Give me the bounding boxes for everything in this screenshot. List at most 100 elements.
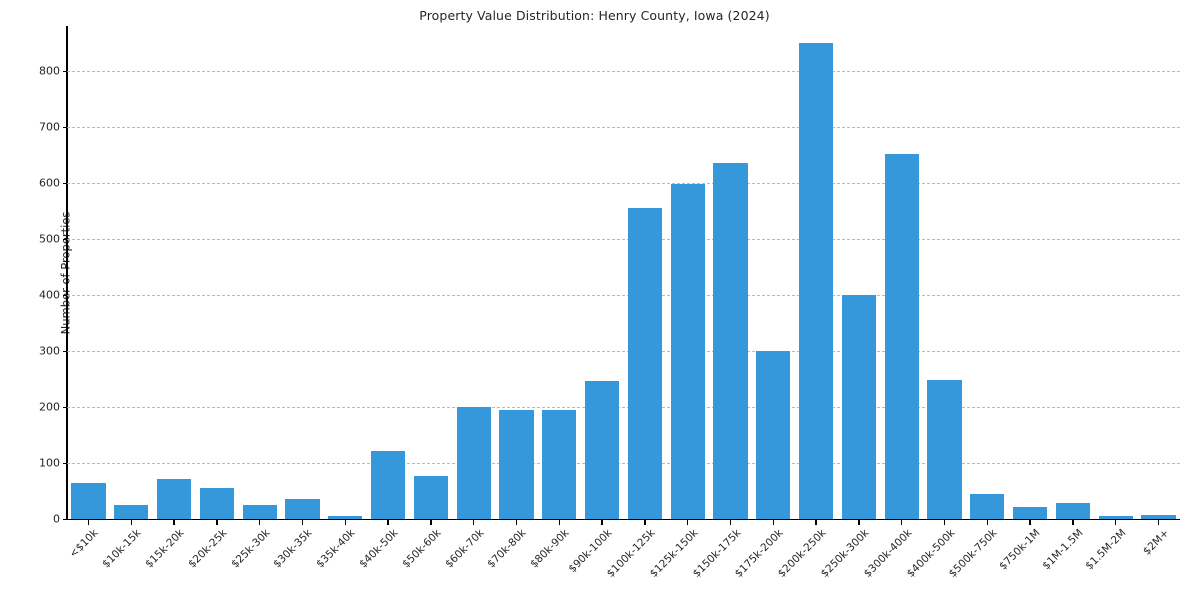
bar[interactable]: [156, 478, 192, 519]
bar[interactable]: [285, 498, 320, 519]
y-axis-tick-mark: [62, 70, 67, 73]
bar[interactable]: [713, 162, 748, 519]
x-axis-tick-label: $50k-60k: [399, 527, 444, 571]
bar[interactable]: [1055, 502, 1091, 519]
x-axis-tick-mark: [729, 520, 732, 525]
y-axis-tick-label: 0: [53, 512, 60, 526]
x-axis-tick-mark: [430, 520, 432, 525]
x-axis-tick-mark: [130, 520, 132, 525]
y-axis-tick-label: 300: [39, 344, 60, 358]
x-axis-tick-label: <$10k: [67, 527, 101, 561]
bar[interactable]: [328, 516, 363, 519]
y-axis-tick-mark: [62, 182, 67, 185]
bar[interactable]: [71, 482, 106, 519]
x-axis-tick-mark: [644, 520, 646, 525]
x-axis-tick-label: $35k-40k: [314, 527, 358, 571]
bar[interactable]: [927, 380, 962, 519]
x-axis-tick-label: $1.5M-2M: [1083, 527, 1129, 573]
x-axis-tick-mark: [901, 520, 903, 525]
y-axis-tick-label: 800: [39, 64, 60, 78]
y-axis-spine: [66, 26, 68, 520]
x-axis-tick-label: $1M-1.5M: [1040, 527, 1086, 573]
x-axis-tick-label: $60k-70k: [442, 527, 487, 571]
x-axis-tick-mark: [858, 520, 860, 525]
x-axis-tick-mark: [387, 520, 389, 525]
y-axis-tick-label: 700: [39, 120, 60, 134]
y-axis-label-wrapper: Number of Properties: [0, 26, 72, 519]
y-axis-tick-mark: [62, 238, 67, 241]
x-axis-tick-label: $25k-30k: [228, 527, 273, 571]
chart-title: Property Value Distribution: Henry Count…: [419, 8, 770, 23]
gridline: [67, 182, 1180, 184]
x-axis-tick-mark: [1157, 520, 1160, 525]
x-axis-tick-label: $30k-35k: [271, 527, 315, 571]
bar[interactable]: [627, 208, 662, 519]
bar[interactable]: [970, 493, 1005, 519]
bar[interactable]: [499, 409, 534, 519]
x-axis-tick-label: $15k-20k: [143, 527, 187, 571]
bar[interactable]: [584, 381, 620, 519]
gridline: [67, 238, 1180, 240]
y-axis-tick-mark: [62, 126, 67, 129]
x-axis-spine: [66, 518, 1180, 521]
y-axis-tick-label: 500: [39, 232, 60, 246]
x-axis-tick-mark: [601, 520, 603, 525]
x-axis-tick-label: $10k-15k: [100, 527, 144, 571]
bar[interactable]: [799, 42, 834, 519]
x-axis-tick-label: $2M+: [1140, 527, 1172, 558]
gridline: [67, 462, 1180, 464]
bar[interactable]: [756, 350, 791, 519]
x-axis-tick-label: $80k-90k: [528, 527, 572, 571]
bar[interactable]: [542, 409, 577, 519]
y-axis-tick-mark: [62, 350, 67, 353]
x-axis-tick-mark: [216, 520, 218, 525]
x-axis-tick-mark: [301, 520, 304, 525]
x-axis-tick-mark: [815, 520, 817, 525]
y-axis-tick-label: 100: [39, 456, 60, 470]
y-axis-tick-mark: [62, 294, 67, 297]
bar[interactable]: [670, 183, 705, 519]
bar[interactable]: [841, 295, 877, 519]
y-axis-tick-label: 200: [39, 400, 60, 414]
x-axis-tick-mark: [173, 520, 175, 525]
y-axis-tick-mark: [62, 406, 67, 409]
gridline: [67, 126, 1180, 128]
x-axis-tick-mark: [1029, 520, 1031, 525]
x-axis-tick-label: $20k-25k: [185, 527, 230, 571]
bar[interactable]: [242, 505, 277, 519]
x-axis-tick-label: $40k-50k: [357, 527, 401, 571]
bar[interactable]: [1098, 516, 1133, 519]
y-axis-tick-label: 600: [39, 176, 60, 190]
bar[interactable]: [413, 476, 448, 519]
x-axis-tick-mark: [986, 520, 989, 525]
x-axis-tick-labels-group: <$10k $10k-15k $15k-20k $20k-25k $25k-30k $30…: [67, 527, 1180, 589]
y-axis-tick-mark: [62, 462, 67, 465]
y-axis-tick-mark: [62, 519, 67, 521]
y-axis-tick-label: 400: [39, 288, 60, 302]
x-axis-tick-mark: [258, 520, 261, 525]
x-axis-tick-label: $750k-1M: [997, 527, 1043, 573]
gridline: [67, 350, 1180, 352]
gridline: [67, 406, 1180, 408]
bar[interactable]: [199, 488, 234, 519]
gridline: [67, 70, 1180, 72]
x-axis-tick-mark: [515, 520, 518, 525]
bar[interactable]: [456, 406, 491, 519]
x-axis-tick-mark: [1072, 520, 1074, 525]
x-axis-tick-mark: [344, 520, 346, 525]
x-axis-tick-mark: [943, 520, 946, 525]
x-axis-tick-mark: [87, 520, 90, 525]
x-axis-tick-mark: [1115, 520, 1117, 525]
x-axis-tick-mark: [687, 520, 689, 525]
bar[interactable]: [884, 153, 919, 519]
bar[interactable]: [1141, 515, 1176, 519]
x-axis-tick-mark: [772, 520, 775, 525]
bar[interactable]: [370, 450, 406, 519]
gridline: [67, 294, 1180, 296]
x-axis-tick-label: $70k-80k: [485, 527, 529, 571]
plot-area: 0 100 200 300 400 500 600 700 800: [39, 26, 1180, 526]
bar[interactable]: [1013, 507, 1048, 519]
bar[interactable]: [114, 505, 149, 519]
x-axis-ticks-group: [67, 520, 1180, 526]
